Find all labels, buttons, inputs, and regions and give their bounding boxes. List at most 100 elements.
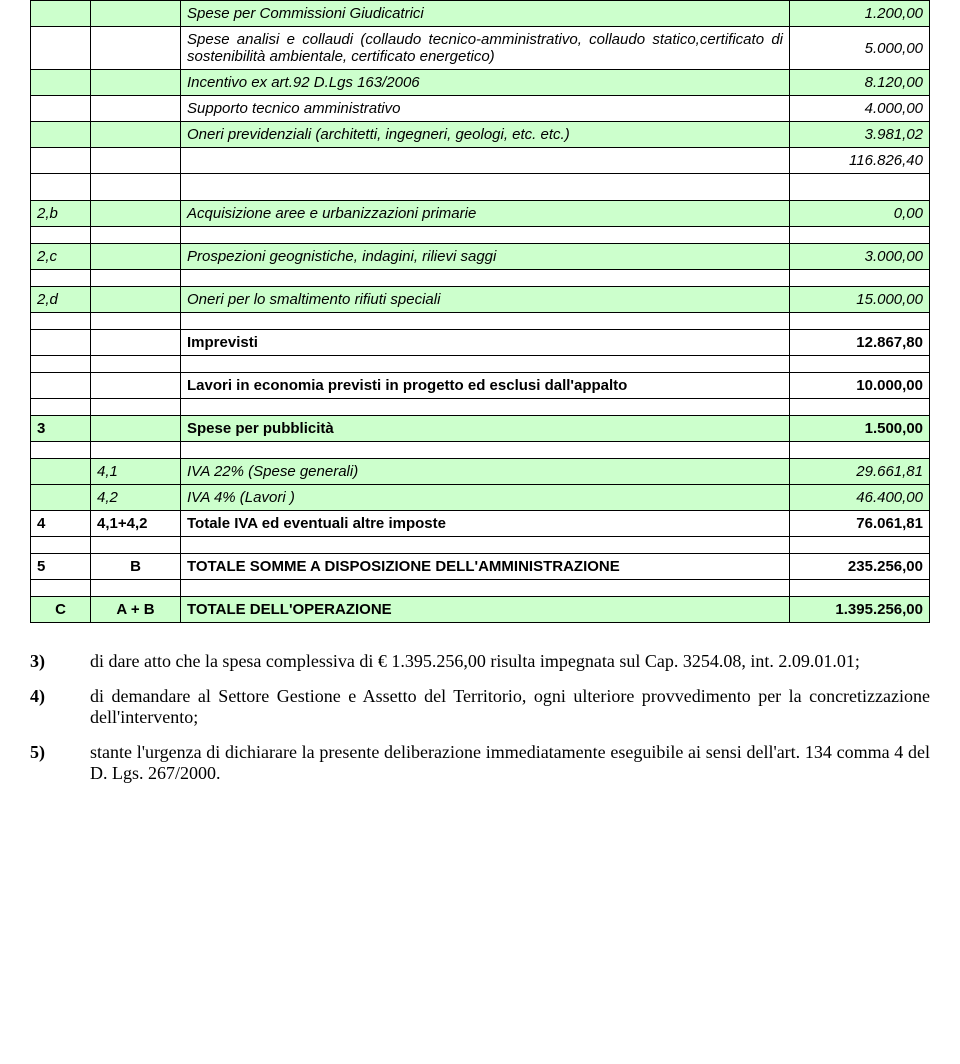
page-container: Spese per Commissioni Giudicatrici1.200,… bbox=[0, 0, 960, 828]
value-cell: 1.500,00 bbox=[790, 416, 930, 442]
col-index-1 bbox=[31, 373, 91, 399]
empty-cell bbox=[181, 442, 790, 459]
table-row: CA + BTOTALE DELL'OPERAZIONE1.395.256,00 bbox=[31, 597, 930, 623]
spacer-row bbox=[31, 356, 930, 373]
col-index-1 bbox=[31, 27, 91, 70]
table-row: 2,dOneri per lo smaltimento rifiuti spec… bbox=[31, 287, 930, 313]
description-cell: Incentivo ex art.92 D.Lgs 163/2006 bbox=[181, 70, 790, 96]
empty-cell bbox=[790, 399, 930, 416]
value-cell: 1.200,00 bbox=[790, 1, 930, 27]
empty-cell bbox=[790, 313, 930, 330]
value-cell: 116.826,40 bbox=[790, 148, 930, 174]
empty-cell bbox=[181, 537, 790, 554]
value-cell: 15.000,00 bbox=[790, 287, 930, 313]
col-index-1: 3 bbox=[31, 416, 91, 442]
empty-cell bbox=[91, 537, 181, 554]
empty-cell bbox=[31, 580, 91, 597]
table-row: Supporto tecnico amministrativo4.000,00 bbox=[31, 96, 930, 122]
value-cell: 1.395.256,00 bbox=[790, 597, 930, 623]
col-index-2 bbox=[91, 27, 181, 70]
col-index-1 bbox=[31, 459, 91, 485]
table-row: Spese analisi e collaudi (collaudo tecni… bbox=[31, 27, 930, 70]
empty-cell bbox=[181, 399, 790, 416]
value-cell: 29.661,81 bbox=[790, 459, 930, 485]
col-index-2 bbox=[91, 96, 181, 122]
col-index-1: 4 bbox=[31, 511, 91, 537]
empty-cell bbox=[31, 227, 91, 244]
col-index-1: 2,c bbox=[31, 244, 91, 270]
empty-cell bbox=[181, 174, 790, 201]
col-index-2: 4,1 bbox=[91, 459, 181, 485]
empty-cell bbox=[91, 313, 181, 330]
description-cell: TOTALE DELL'OPERAZIONE bbox=[181, 597, 790, 623]
description-cell: Spese analisi e collaudi (collaudo tecni… bbox=[181, 27, 790, 70]
spacer-row bbox=[31, 442, 930, 459]
empty-cell bbox=[790, 537, 930, 554]
col-index-2 bbox=[91, 287, 181, 313]
table-row: Oneri previdenziali (architetti, ingegne… bbox=[31, 122, 930, 148]
note-number: 4) bbox=[30, 686, 90, 728]
empty-cell bbox=[790, 442, 930, 459]
empty-cell bbox=[790, 580, 930, 597]
description-cell: TOTALE SOMME A DISPOSIZIONE DELL'AMMINIS… bbox=[181, 554, 790, 580]
col-index-2 bbox=[91, 244, 181, 270]
description-cell bbox=[181, 148, 790, 174]
empty-cell bbox=[91, 356, 181, 373]
value-cell: 3.000,00 bbox=[790, 244, 930, 270]
col-index-2 bbox=[91, 1, 181, 27]
spacer-row bbox=[31, 227, 930, 244]
col-index-1: 5 bbox=[31, 554, 91, 580]
table-row: Imprevisti12.867,80 bbox=[31, 330, 930, 356]
empty-cell bbox=[181, 270, 790, 287]
value-cell: 12.867,80 bbox=[790, 330, 930, 356]
col-index-1 bbox=[31, 485, 91, 511]
col-index-1 bbox=[31, 148, 91, 174]
empty-cell bbox=[790, 174, 930, 201]
empty-cell bbox=[91, 270, 181, 287]
col-index-2: B bbox=[91, 554, 181, 580]
value-cell: 4.000,00 bbox=[790, 96, 930, 122]
note-text: di dare atto che la spesa complessiva di… bbox=[90, 651, 930, 672]
description-cell: Oneri per lo smaltimento rifiuti special… bbox=[181, 287, 790, 313]
col-index-1 bbox=[31, 1, 91, 27]
spacer-row bbox=[31, 270, 930, 287]
col-index-2 bbox=[91, 148, 181, 174]
value-cell: 10.000,00 bbox=[790, 373, 930, 399]
empty-cell bbox=[91, 227, 181, 244]
note-number: 5) bbox=[30, 742, 90, 784]
empty-cell bbox=[31, 356, 91, 373]
col-index-1: C bbox=[31, 597, 91, 623]
description-cell: Spese per pubblicità bbox=[181, 416, 790, 442]
note-item: 3)di dare atto che la spesa complessiva … bbox=[30, 651, 930, 672]
spacer-row bbox=[31, 537, 930, 554]
table-row: 5BTOTALE SOMME A DISPOSIZIONE DELL'AMMIN… bbox=[31, 554, 930, 580]
notes-section: 3)di dare atto che la spesa complessiva … bbox=[30, 651, 930, 784]
description-cell: Imprevisti bbox=[181, 330, 790, 356]
empty-cell bbox=[181, 227, 790, 244]
spacer-row bbox=[31, 399, 930, 416]
description-cell: Spese per Commissioni Giudicatrici bbox=[181, 1, 790, 27]
empty-cell bbox=[31, 174, 91, 201]
note-text: di demandare al Settore Gestione e Asset… bbox=[90, 686, 930, 728]
col-index-1 bbox=[31, 70, 91, 96]
col-index-1 bbox=[31, 122, 91, 148]
col-index-2 bbox=[91, 330, 181, 356]
empty-cell bbox=[31, 537, 91, 554]
empty-cell bbox=[790, 356, 930, 373]
value-cell: 8.120,00 bbox=[790, 70, 930, 96]
description-cell: IVA 4% (Lavori ) bbox=[181, 485, 790, 511]
table-row: 2,bAcquisizione aree e urbanizzazioni pr… bbox=[31, 201, 930, 227]
description-cell: Totale IVA ed eventuali altre imposte bbox=[181, 511, 790, 537]
note-number: 3) bbox=[30, 651, 90, 672]
empty-cell bbox=[31, 442, 91, 459]
empty-cell bbox=[91, 399, 181, 416]
note-item: 4)di demandare al Settore Gestione e Ass… bbox=[30, 686, 930, 728]
empty-cell bbox=[790, 270, 930, 287]
description-cell: Oneri previdenziali (architetti, ingegne… bbox=[181, 122, 790, 148]
spacer-row bbox=[31, 580, 930, 597]
empty-cell bbox=[790, 227, 930, 244]
col-index-2 bbox=[91, 373, 181, 399]
table-row: Incentivo ex art.92 D.Lgs 163/20068.120,… bbox=[31, 70, 930, 96]
table-row: 4,1IVA 22% (Spese generali)29.661,81 bbox=[31, 459, 930, 485]
col-index-1 bbox=[31, 330, 91, 356]
